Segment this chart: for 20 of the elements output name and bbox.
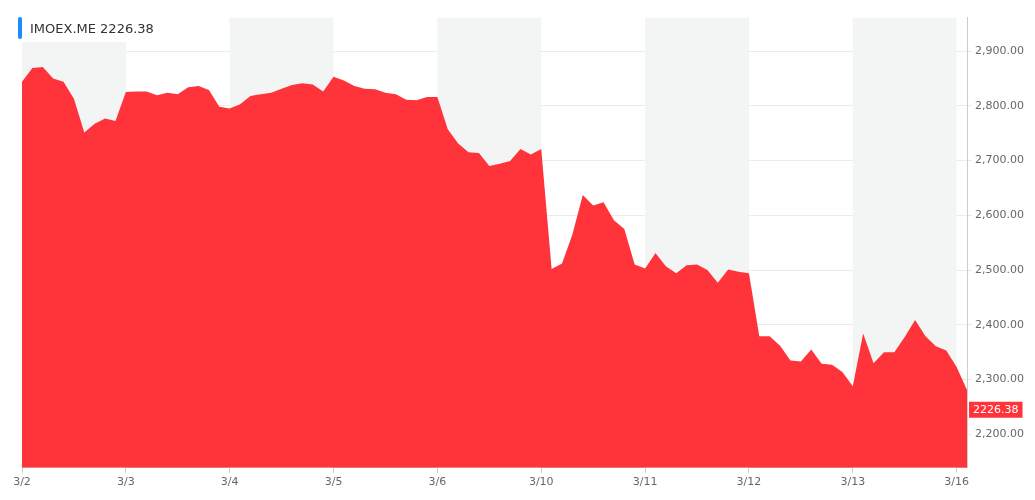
x-tick-label: 3/2 — [13, 475, 31, 489]
x-tick-label: 3/3 — [117, 475, 135, 489]
x-tick-label: 3/16 — [944, 475, 969, 489]
text: 2226.38 — [973, 402, 1019, 416]
y-tick-label: 2,400.00 — [975, 317, 1024, 331]
y-tick-label: 2,900.00 — [975, 43, 1024, 57]
x-tick-label: 3/12 — [736, 475, 762, 489]
y-tick-label: 2,800.00 — [975, 98, 1024, 112]
y-tick-label: 2,500.00 — [975, 262, 1024, 276]
chart-title: IMOEX.ME 2226.38 — [30, 20, 154, 36]
x-tick-label: 3/5 — [324, 475, 343, 489]
x-tick-label: 3/6 — [428, 475, 447, 489]
x-tick-label: 3/11 — [632, 475, 658, 489]
x-tick-label: 3/13 — [840, 475, 866, 489]
y-tick-label: 2,200.00 — [975, 427, 1024, 441]
y-tick-label: 2,700.00 — [975, 153, 1024, 167]
y-tick-label: 2,300.00 — [975, 372, 1024, 386]
x-tick-label: 3/4 — [220, 475, 239, 489]
y-tick-label: 2,600.00 — [975, 208, 1024, 222]
x-tick-label: 3/10 — [528, 475, 554, 489]
